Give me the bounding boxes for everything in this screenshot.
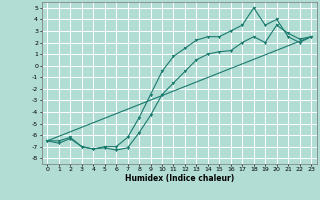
X-axis label: Humidex (Indice chaleur): Humidex (Indice chaleur)	[124, 174, 234, 183]
